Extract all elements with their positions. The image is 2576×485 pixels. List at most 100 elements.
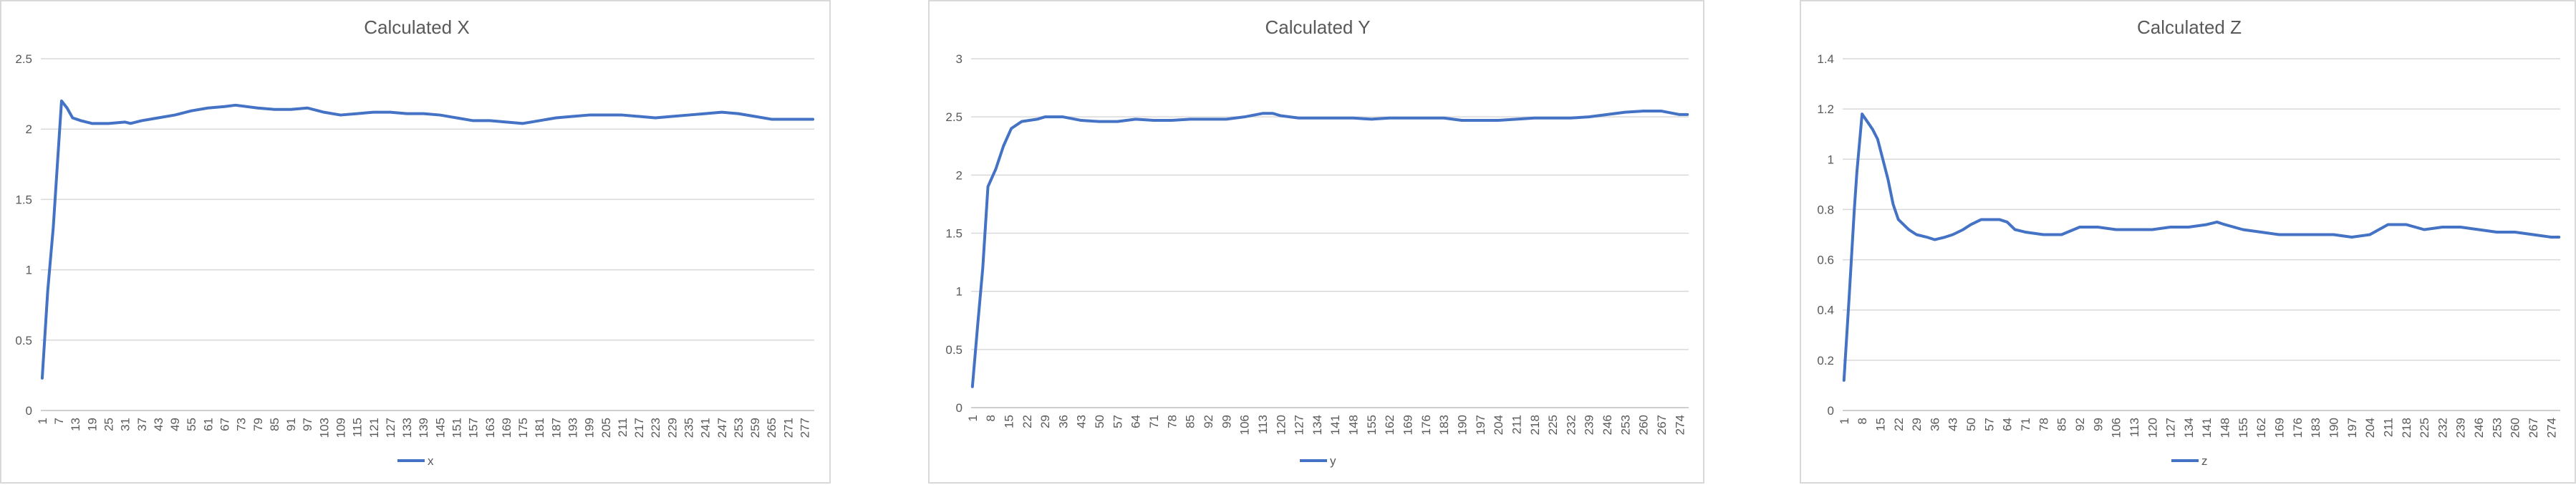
x-tick-label: 247 — [715, 418, 729, 438]
y-tick-label: 0 — [26, 404, 32, 418]
x-tick-label: 115 — [351, 418, 365, 437]
x-tick-label: 260 — [2509, 418, 2522, 438]
x-tick-label: 141 — [1328, 415, 1342, 435]
x-tick-label: 176 — [2291, 418, 2305, 438]
x-tick-label: 106 — [1238, 415, 1252, 435]
chart-svg-x: Calculated X 00.511.522.51 7 13 19 25 31 37 43 4… — [15, 16, 815, 468]
x-tick-label: 204 — [1492, 415, 1505, 435]
x-tick-label: 271 — [781, 418, 795, 438]
y-tick-label: 1.4 — [1817, 52, 1834, 66]
x-tick-label: 148 — [1347, 415, 1361, 435]
x-tick-label: 190 — [2327, 418, 2340, 438]
x-tick-label: 235 — [682, 418, 696, 438]
x-tick-label: 145 — [433, 418, 447, 438]
x-tick-label: 1 — [1838, 418, 1851, 424]
x-tick-label: 253 — [1619, 415, 1632, 435]
x-tick-label: 134 — [1311, 415, 1324, 435]
x-tick-label: 127 — [1293, 415, 1306, 435]
x-tick-label: 79 — [251, 418, 265, 431]
y-tick-label: 2 — [956, 168, 963, 182]
x-tick-label: 162 — [2254, 418, 2268, 438]
y-tick-label: 2 — [26, 123, 32, 136]
x-tick-label: 197 — [2345, 418, 2359, 438]
chart-svg-z: Calculated Z 00.20.40.60.811.21.41 8 15 22 2… — [1817, 16, 2561, 468]
x-tick-label: 253 — [732, 418, 746, 438]
x-tick-label: 169 — [500, 418, 513, 438]
x-tick-label: 205 — [599, 418, 613, 438]
chart-svg-y: Calculated Y 00.511.522.531 8 15 22 29 36 43 50… — [945, 16, 1689, 468]
x-tick-label: 183 — [1437, 415, 1451, 435]
chart-panel-x: Calculated X 0 0.5 1 1.5 2 2.5 1 7 13 19 25 31 37 43 4… — [0, 0, 831, 484]
x-tick-label: 225 — [2418, 418, 2431, 438]
x-tick-label: 91 — [284, 418, 298, 431]
x-tick-label: 7 — [52, 418, 66, 424]
x-tick-label: 64 — [1129, 415, 1143, 428]
x-tick-label: 225 — [1546, 415, 1560, 435]
x-tick-label: 57 — [1111, 415, 1124, 428]
x-tick-label: 121 — [367, 418, 381, 438]
x-tick-label: 67 — [218, 418, 232, 431]
y-tick-label: 0.4 — [1817, 304, 1834, 317]
x-tick-label: 120 — [2146, 418, 2159, 438]
chart-title: Calculated Y — [1265, 16, 1371, 38]
x-tick-label: 162 — [1383, 415, 1396, 435]
x-tick-label: 217 — [632, 418, 646, 438]
x-tick-label: 187 — [549, 418, 563, 438]
x-tick-label: 155 — [2237, 418, 2250, 438]
x-tick-label: 36 — [1928, 418, 1941, 431]
x-tick-label: 22 — [1892, 418, 1906, 431]
x-tick-label: 15 — [1873, 418, 1887, 431]
x-tick-label: 253 — [2490, 418, 2504, 438]
x-tick-label: 8 — [984, 415, 998, 421]
x-tick-label: 31 — [119, 418, 132, 431]
x-tick-label: 120 — [1274, 415, 1288, 435]
x-tick-label: 22 — [1021, 415, 1034, 428]
y-tick-label: 1 — [26, 264, 32, 277]
x-tick-label: 134 — [2182, 418, 2196, 438]
x-tick-label: 71 — [2019, 418, 2032, 431]
x-tick-label: 13 — [69, 418, 82, 431]
x-tick-label: 232 — [1564, 415, 1578, 435]
x-tick-label: 103 — [317, 418, 331, 438]
x-tick-label: 43 — [1075, 415, 1089, 428]
y-tick-label: 0 — [1828, 404, 1834, 418]
x-tick-label: 239 — [2454, 418, 2468, 438]
legend-label: x — [428, 454, 434, 468]
x-tick-label: 109 — [334, 418, 348, 438]
x-tick-label: 8 — [1856, 418, 1869, 424]
x-tick-label: 190 — [1455, 415, 1469, 435]
x-tick-label: 175 — [516, 418, 530, 438]
y-tick-label: 1.5 — [945, 227, 963, 241]
x-tick-label: 55 — [185, 418, 198, 431]
x-tick-label: 25 — [102, 418, 116, 431]
x-tick-label: 29 — [1038, 415, 1052, 428]
x-tick-label: 43 — [152, 418, 165, 431]
x-tick-label: 183 — [2309, 418, 2322, 438]
x-tick-label: 265 — [765, 418, 778, 438]
x-tick-label: 106 — [2110, 418, 2123, 438]
x-tick-label: 193 — [566, 418, 580, 438]
x-tick-label: 229 — [665, 418, 679, 438]
x-tick-label: 169 — [2273, 418, 2287, 438]
x-tick-label: 163 — [483, 418, 497, 438]
x-tick-label: 61 — [201, 418, 215, 431]
legend-label: y — [1330, 454, 1336, 468]
x-tick-label: 78 — [1165, 415, 1179, 428]
y-tick-label: 0.5 — [15, 334, 32, 347]
x-tick-label: 223 — [649, 418, 662, 438]
x-tick-label: 1 — [966, 415, 980, 421]
x-tick-label: 85 — [1184, 415, 1197, 428]
x-tick-label: 232 — [2436, 418, 2449, 438]
series-line-x — [40, 99, 815, 380]
x-tick-label: 97 — [301, 418, 314, 431]
y-tick-label: 0.6 — [1817, 254, 1834, 267]
x-tick-label: 85 — [268, 418, 281, 431]
x-tick-label: 267 — [2527, 418, 2540, 438]
x-tick-label: 274 — [1673, 415, 1687, 435]
y-tick-label: 2.5 — [945, 110, 963, 124]
x-tick-label: 92 — [2073, 418, 2087, 431]
x-tick-label: 43 — [1947, 418, 1960, 431]
x-tick-label: 1 — [36, 418, 49, 424]
series-line-z — [1842, 112, 2561, 382]
x-tick-label: 15 — [1002, 415, 1016, 428]
